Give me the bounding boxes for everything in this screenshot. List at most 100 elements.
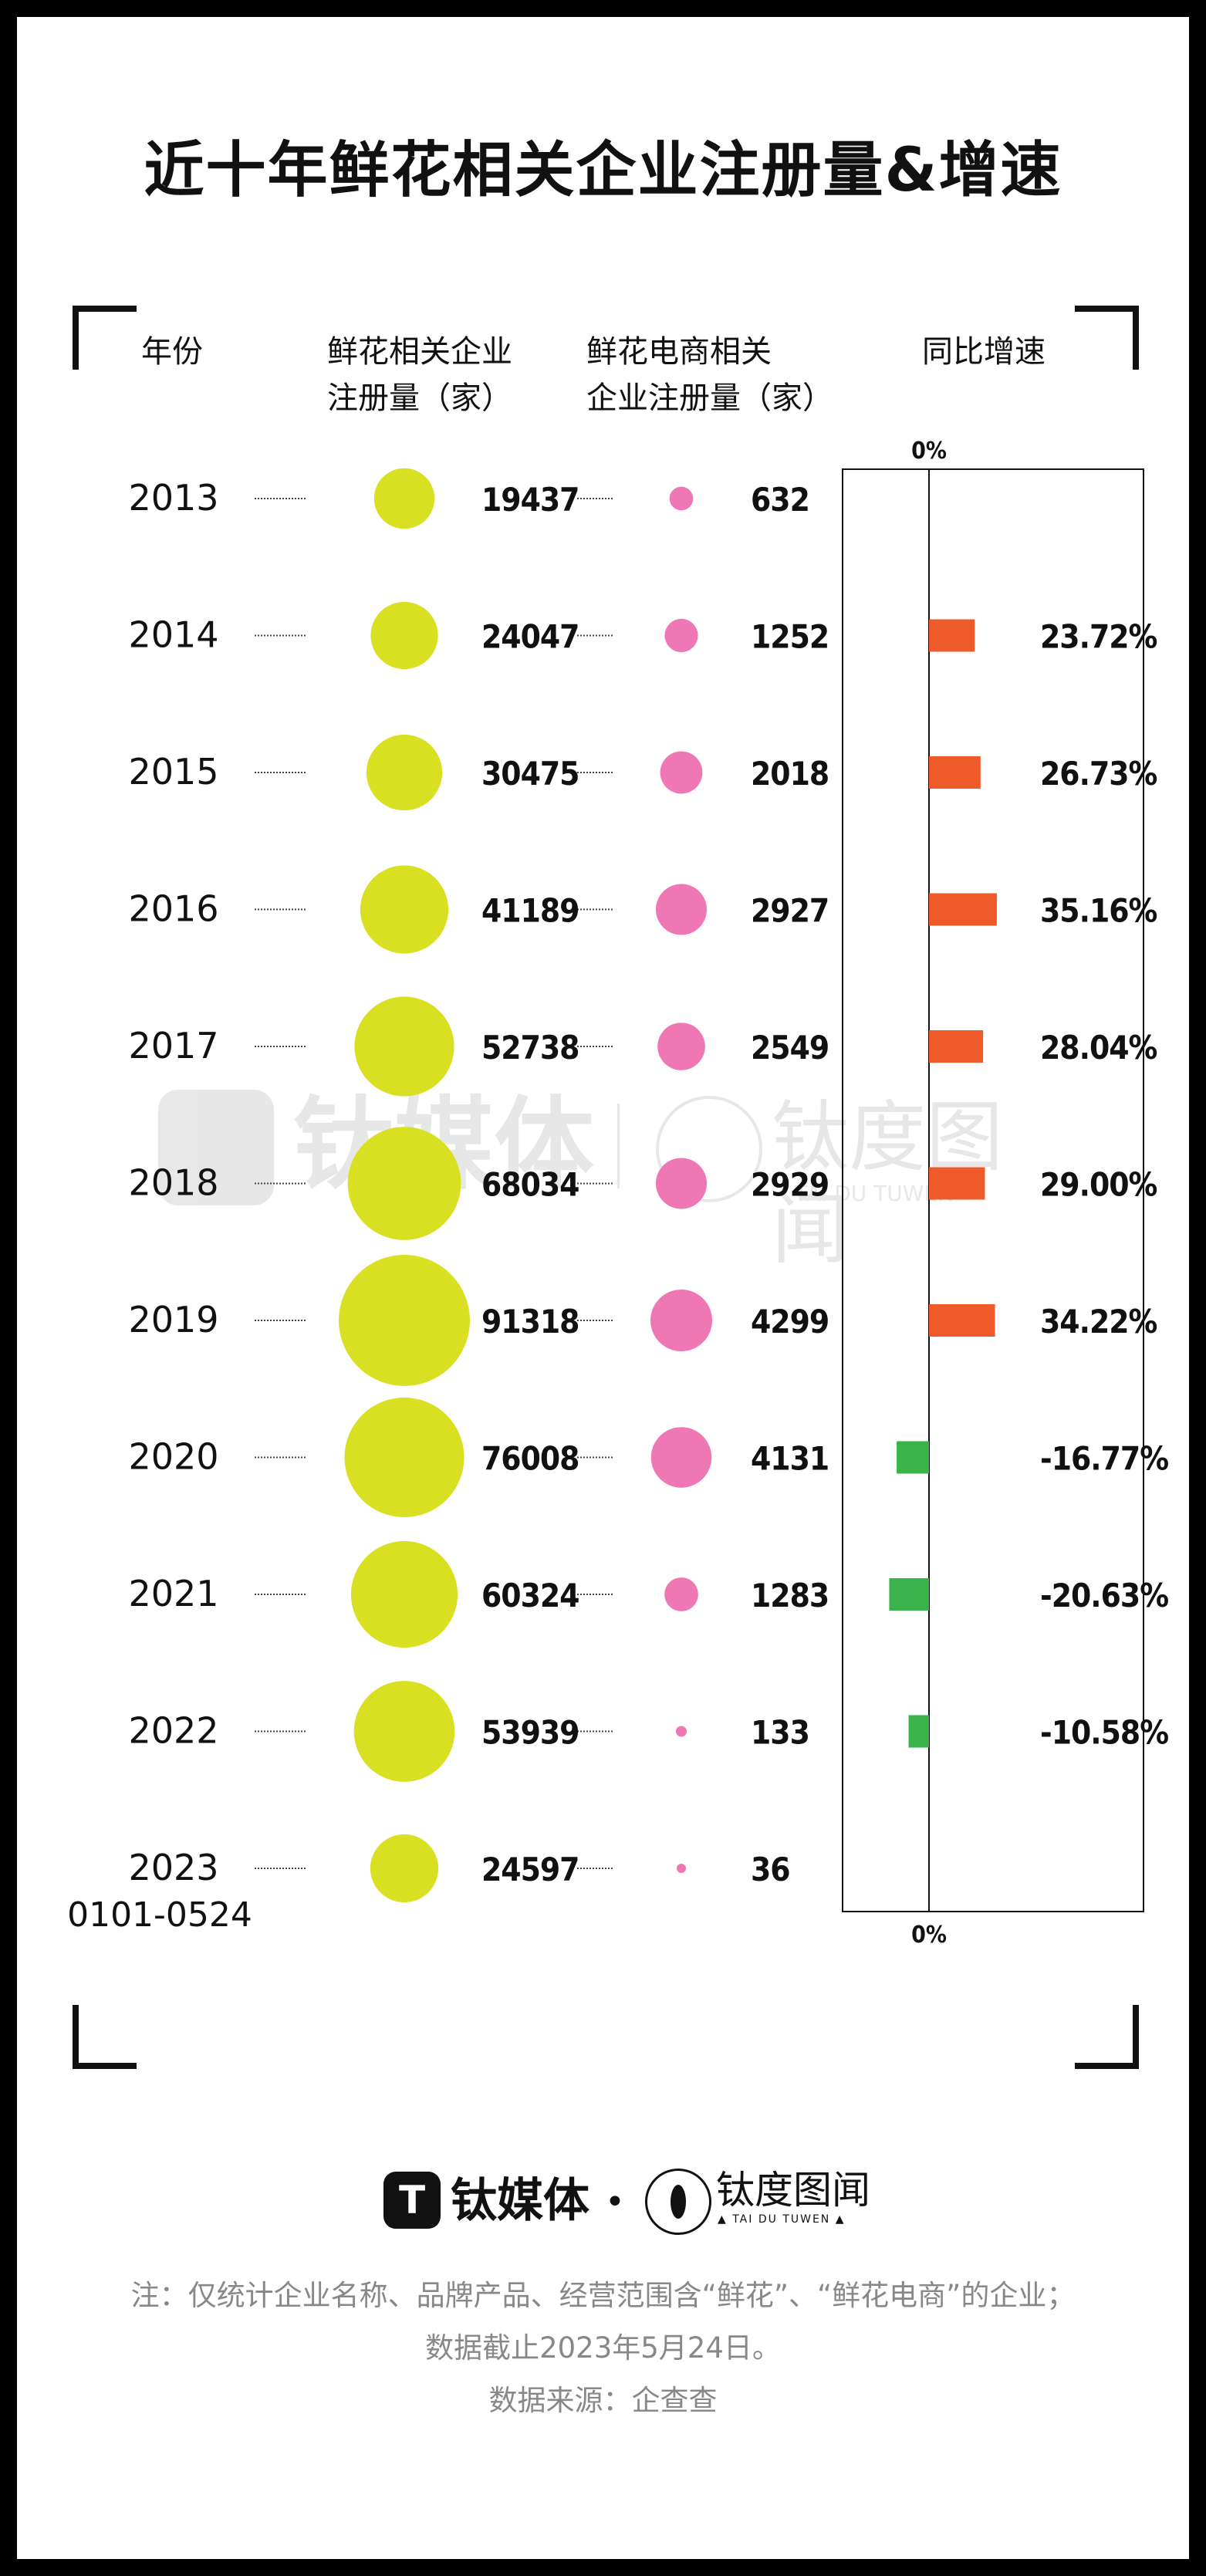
brand2-sub: ▲ TAI DU TUWEN ▲ xyxy=(718,2213,846,2226)
growth-value-label: -10.58% xyxy=(1040,1714,1168,1752)
flower-bubble xyxy=(339,1255,470,1386)
brand2-name: 钛度图闻 xyxy=(716,2168,870,2213)
growth-bar xyxy=(929,1304,995,1337)
ecommerce-bubble xyxy=(664,618,698,653)
ecommerce-value-label: 4299 xyxy=(751,1303,829,1340)
growth-panel-border xyxy=(842,468,1144,1912)
ecommerce-bubble xyxy=(660,751,703,794)
year-label: 2020 xyxy=(128,1436,218,1478)
year-label: 2022 xyxy=(128,1710,218,1752)
header-flower-companies-line2: 注册量（家） xyxy=(327,380,512,416)
ecommerce-bubble xyxy=(664,1577,698,1611)
ecommerce-bubble xyxy=(655,884,708,935)
year-label: 2017 xyxy=(128,1025,218,1067)
page-title: 近十年鲜花相关企业注册量&增速 xyxy=(144,136,1062,205)
growth-bar xyxy=(929,619,975,652)
ecommerce-bubble xyxy=(655,1158,708,1209)
growth-bar xyxy=(929,1030,984,1063)
watermark-logo-icon xyxy=(158,1090,274,1205)
data-source: 数据来源：企查查 xyxy=(488,2384,718,2417)
growth-bar xyxy=(929,893,997,926)
flower-value-label: 52738 xyxy=(481,1029,579,1067)
ecommerce-bubble xyxy=(669,486,694,511)
ecommerce-value-label: 2927 xyxy=(751,892,829,930)
growth-value-label: 26.73% xyxy=(1040,755,1157,793)
footnote-line1: 注：仅统计企业名称、品牌产品、经营范围含“鲜花”、“鲜花电商”的企业； xyxy=(130,2279,1076,2312)
ecommerce-value-label: 1283 xyxy=(751,1577,829,1614)
frame-corner-bottom-left xyxy=(73,2005,137,2069)
year-label: 2023 xyxy=(128,1847,218,1888)
flower-value-label: 76008 xyxy=(481,1440,579,1478)
growth-bar xyxy=(929,1167,985,1200)
flower-bubble xyxy=(373,468,435,529)
header-flower-companies: 鲜花相关企业 注册量（家） xyxy=(327,329,512,421)
flower-value-label: 68034 xyxy=(481,1166,579,1204)
ecommerce-value-label: 2549 xyxy=(751,1029,829,1067)
flower-bubble xyxy=(370,601,438,670)
year-sublabel: 0101-0524 xyxy=(67,1895,252,1935)
ecommerce-bubble xyxy=(677,1864,686,1873)
ecommerce-bubble xyxy=(675,1726,687,1737)
flower-bubble xyxy=(353,1681,455,1782)
ecommerce-bubble xyxy=(657,1023,705,1070)
ecommerce-bubble xyxy=(650,1427,712,1488)
header-ecommerce-companies: 鲜花电商相关 企业注册量（家） xyxy=(586,329,833,421)
flower-bubble xyxy=(354,996,454,1097)
ecommerce-value-label: 1252 xyxy=(751,618,829,656)
flower-bubble xyxy=(347,1127,461,1240)
growth-value-label: 34.22% xyxy=(1040,1303,1157,1340)
footer-brand-row: T 钛媒体 • 钛度图闻 ▲ TAI DU TUWEN ▲ xyxy=(0,2167,1206,2236)
year-label: 2021 xyxy=(128,1573,218,1614)
growth-value-label: 29.00% xyxy=(1040,1166,1157,1204)
year-label: 2013 xyxy=(128,477,218,519)
flower-bubble xyxy=(370,1834,439,1903)
ecommerce-value-label: 2929 xyxy=(751,1166,829,1204)
flower-bubble xyxy=(344,1397,464,1518)
growth-value-label: 23.72% xyxy=(1040,618,1157,656)
brand2-eye-icon xyxy=(645,2169,711,2235)
growth-value-label: -20.63% xyxy=(1040,1577,1168,1614)
infographic-card xyxy=(17,17,1189,2559)
year-label: 2018 xyxy=(128,1162,218,1204)
flower-value-label: 30475 xyxy=(481,755,579,793)
growth-bar xyxy=(889,1578,929,1611)
header-ecommerce-companies-line1: 鲜花电商相关 xyxy=(586,334,772,370)
flower-value-label: 53939 xyxy=(481,1714,579,1752)
flower-value-label: 24047 xyxy=(481,618,579,656)
year-label: 2015 xyxy=(128,751,218,793)
growth-bar xyxy=(929,756,981,789)
year-label: 2016 xyxy=(128,888,218,930)
growth-value-label: 28.04% xyxy=(1040,1029,1157,1067)
flower-value-label: 60324 xyxy=(481,1577,579,1614)
ecommerce-value-label: 2018 xyxy=(751,755,829,793)
ecommerce-value-label: 36 xyxy=(751,1851,790,1888)
year-label: 2019 xyxy=(128,1299,218,1340)
header-growth-rate: 同比增速 xyxy=(922,334,1046,370)
growth-bar xyxy=(897,1441,929,1474)
frame-corner-bottom-right xyxy=(1075,2005,1139,2069)
brand-separator: • xyxy=(605,2182,625,2222)
watermark-brand2-sub: TAI DU TUWEN xyxy=(795,1181,954,1206)
frame-corner-top-right xyxy=(1075,306,1139,370)
footnote-line2: 数据截止2023年5月24日。 xyxy=(425,2331,781,2365)
flower-value-label: 41189 xyxy=(481,892,579,930)
flower-bubble xyxy=(360,865,449,954)
watermark: 钛媒体 钛度图闻 TAI DU TUWEN xyxy=(154,1080,1042,1275)
watermark-divider xyxy=(617,1104,620,1188)
ecommerce-value-label: 4131 xyxy=(751,1440,829,1478)
flower-value-label: 91318 xyxy=(481,1303,579,1340)
growth-zero-label-top: 0% xyxy=(911,438,947,465)
flower-value-label: 19437 xyxy=(481,481,579,519)
watermark-eye-icon xyxy=(656,1096,762,1202)
growth-bar xyxy=(908,1715,929,1748)
frame-corner-top-left xyxy=(73,306,137,370)
ecommerce-value-label: 632 xyxy=(751,481,809,519)
brand1-logo-icon: T xyxy=(383,2172,441,2229)
flower-bubble xyxy=(350,1540,458,1648)
ecommerce-bubble xyxy=(650,1290,712,1351)
growth-value-label: -16.77% xyxy=(1040,1440,1168,1478)
brand1-name: 钛媒体 xyxy=(451,2174,589,2228)
growth-zero-label-bottom: 0% xyxy=(911,1922,947,1949)
header-flower-companies-line1: 鲜花相关企业 xyxy=(327,334,512,370)
